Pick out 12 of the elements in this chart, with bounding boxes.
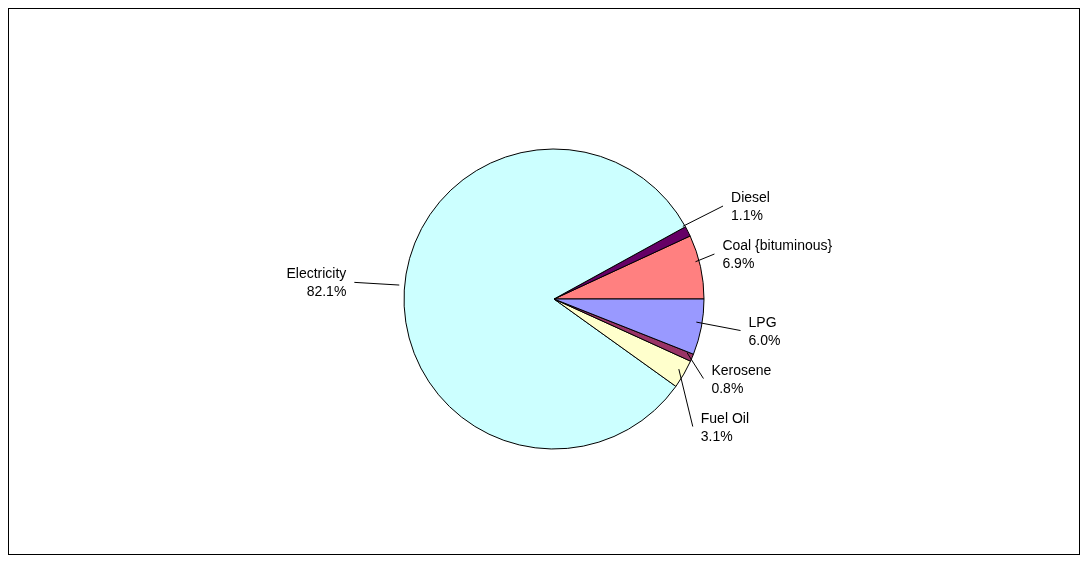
data-label: 0.8% [711,379,744,396]
data-label: 1.1% [731,207,763,224]
data-label: 6.9% [722,255,755,272]
slice-label: Fuel Oil [700,409,750,426]
slice-label: LPG [748,313,777,330]
slice-label: Coal {bituminous} [722,237,833,254]
data-label: 3.1% [700,427,733,444]
slice-label: Electricity [286,265,347,282]
data-label: 82.1% [306,283,347,300]
slice-label: Kerosene [711,361,772,378]
slice-label: Diesel [731,189,770,206]
data-label: 6.0% [748,331,781,348]
